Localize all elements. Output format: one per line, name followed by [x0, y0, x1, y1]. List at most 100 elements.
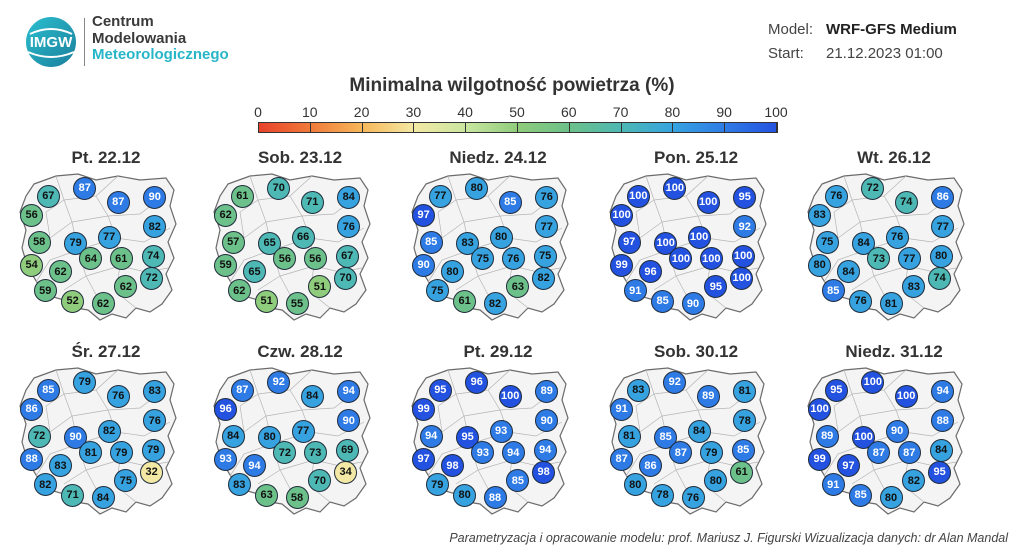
station-value: 51: [308, 275, 332, 299]
station-value: 82: [33, 473, 57, 497]
station-value: 91: [610, 397, 634, 421]
station-value: 78: [733, 409, 757, 433]
station-value: 76: [681, 486, 705, 510]
forecast-panel: Sob. 30.12 83 92 89 81 91 78 81 85 84 87 79 85 86 87 80…: [606, 342, 786, 524]
station-value: 95: [824, 378, 848, 402]
station-value: 34: [334, 460, 358, 484]
station-value: 76: [501, 247, 525, 271]
station-value: 64: [79, 247, 103, 271]
station-value: 62: [227, 279, 251, 303]
forecast-panel: Pon. 25.12 100 100 100 95 100 92 97 100 100 99 100 1…: [606, 148, 786, 330]
logo-line-3: Meteorologicznego: [92, 46, 229, 63]
colorbar-tick: [776, 122, 777, 133]
station-value: 97: [617, 230, 641, 254]
colorbar-tick-label: 100: [764, 104, 788, 120]
station-value: 100: [699, 247, 723, 271]
station-value: 96: [638, 260, 662, 284]
region-border: [463, 409, 501, 417]
station-value: 100: [696, 190, 720, 214]
station-value: 77: [897, 247, 921, 271]
colorbar-tick-label: 50: [509, 104, 525, 120]
station-value: 73: [867, 247, 891, 271]
station-value: 94: [337, 379, 361, 403]
colorbar: [258, 122, 778, 133]
station-value: 98: [440, 454, 464, 478]
station-value: 93: [471, 441, 495, 465]
forecast-panel: Pt. 29.12 95 96 100 89 99 90 94 95 93 97 94 94 98 93 79…: [408, 342, 588, 524]
colorbar-tick: [361, 122, 363, 133]
colorbar-tick: [568, 122, 570, 133]
colorbar-tick: [465, 122, 467, 133]
station-value: 97: [412, 447, 436, 471]
station-value: 90: [143, 185, 167, 209]
station-value: 80: [453, 483, 477, 507]
colorbar-tick-label: 60: [561, 104, 577, 120]
station-value: 85: [821, 279, 845, 303]
station-value: 79: [141, 438, 165, 462]
station-value: 77: [97, 225, 121, 249]
station-value: 100: [610, 203, 634, 227]
forecast-panel: Wt. 26.12 76 72 74 86 83 77 75 84 76 80 77 80 84 73 85 7…: [804, 148, 984, 330]
station-value: 92: [733, 215, 757, 239]
station-value: 67: [335, 244, 359, 268]
station-value: 65: [258, 231, 282, 255]
station-value: 80: [465, 176, 489, 200]
station-value: 84: [929, 438, 953, 462]
station-value: 62: [48, 260, 72, 284]
station-value: 72: [273, 441, 297, 465]
station-value: 82: [483, 292, 507, 316]
station-value: 84: [91, 486, 115, 510]
station-value: 79: [699, 441, 723, 465]
panel-date-title: Pt. 29.12: [463, 342, 533, 361]
station-value: 57: [221, 230, 245, 254]
station-value: 79: [64, 231, 88, 255]
station-value: 83: [143, 379, 167, 403]
credit-line: Parametryzacja i opracowanie modelu: pro…: [449, 531, 1008, 545]
station-value: 65: [242, 260, 266, 284]
region-border: [265, 215, 303, 223]
station-value: 61: [109, 247, 133, 271]
station-value: 75: [815, 230, 839, 254]
station-value: 99: [610, 253, 634, 277]
station-value: 100: [894, 384, 918, 408]
colorbar-labels: 0 10 20 30 40 50 60 70 80 90 100: [248, 104, 788, 122]
panel-date-title: Wt. 26.12: [857, 148, 931, 167]
station-value: 84: [337, 185, 361, 209]
station-value: 95: [733, 185, 757, 209]
station-value: 55: [285, 292, 309, 316]
logo-line-2: Modelowania: [92, 29, 187, 47]
station-value: 100: [654, 231, 678, 255]
station-value: 73: [303, 441, 327, 465]
station-value: 52: [61, 289, 85, 313]
station-value: 85: [731, 438, 755, 462]
station-value: 86: [20, 397, 44, 421]
station-value: 87: [897, 441, 921, 465]
station-value: 72: [27, 424, 51, 448]
colorbar-tick-label: 70: [612, 104, 629, 120]
station-value: 82: [143, 215, 167, 239]
station-value: 93: [489, 419, 513, 443]
station-value: 90: [337, 409, 361, 433]
station-value: 85: [36, 378, 60, 402]
start-value: 21.12.2023 01:00: [826, 45, 943, 62]
region-border: [71, 215, 109, 223]
forecast-panel: Niedz. 31.12 95 100 100 94 100 88 89 100 90 99 87 84…: [804, 342, 984, 524]
station-value: 100: [669, 247, 693, 271]
station-value: 79: [425, 473, 449, 497]
station-value: 74: [141, 244, 165, 268]
colorbar-tick-label: 30: [405, 104, 422, 120]
station-value: 88: [931, 409, 955, 433]
station-value: 76: [535, 185, 559, 209]
colorbar-tick-label: 10: [302, 104, 318, 120]
station-value: 83: [48, 454, 72, 478]
station-value: 80: [704, 469, 728, 493]
colorbar-tick: [517, 122, 518, 133]
station-value: 94: [242, 454, 266, 478]
station-value: 82: [902, 469, 926, 493]
station-value: 87: [106, 190, 130, 214]
colorbar-tick: [413, 122, 415, 133]
station-value: 80: [440, 260, 464, 284]
station-value: 87: [230, 378, 254, 402]
station-value: 89: [696, 384, 720, 408]
station-value: 59: [214, 253, 238, 277]
